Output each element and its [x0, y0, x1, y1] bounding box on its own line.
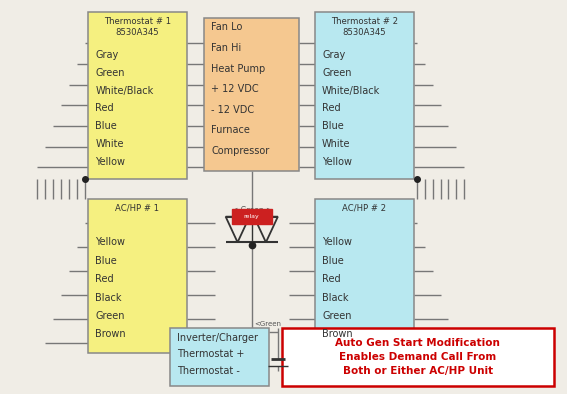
Text: White: White — [322, 139, 350, 149]
Text: Blue: Blue — [322, 256, 344, 266]
Text: Red: Red — [322, 274, 341, 284]
Text: Red: Red — [322, 103, 341, 113]
Text: Brown: Brown — [95, 329, 126, 340]
FancyBboxPatch shape — [315, 199, 414, 353]
Text: AC/HP # 2: AC/HP # 2 — [342, 204, 386, 213]
Text: Green: Green — [95, 311, 125, 321]
Text: White/Black: White/Black — [322, 85, 380, 96]
Text: + 12 VDC: + 12 VDC — [211, 84, 259, 94]
Text: Red: Red — [95, 103, 114, 113]
Text: AC/HP # 1: AC/HP # 1 — [116, 204, 159, 213]
Text: <Green: <Green — [255, 321, 282, 327]
Text: Thermostat +: Thermostat + — [177, 349, 245, 359]
FancyBboxPatch shape — [315, 12, 414, 179]
Text: Gray: Gray — [322, 50, 345, 60]
Text: Blue: Blue — [95, 256, 117, 266]
Text: Furnace: Furnace — [211, 125, 251, 136]
Text: White/Black: White/Black — [95, 85, 154, 96]
Text: Black: Black — [322, 292, 349, 303]
Text: White: White — [95, 139, 124, 149]
Text: Gray: Gray — [95, 50, 119, 60]
Text: Yellow: Yellow — [322, 157, 352, 167]
Text: Red: Red — [95, 274, 114, 284]
Text: Heat Pump: Heat Pump — [211, 64, 266, 74]
Text: Fan Hi: Fan Hi — [211, 43, 242, 53]
Text: Green: Green — [322, 311, 352, 321]
Text: Green: Green — [322, 68, 352, 78]
FancyBboxPatch shape — [88, 12, 187, 179]
Text: Brown: Brown — [322, 329, 353, 340]
FancyBboxPatch shape — [88, 199, 187, 353]
Text: Auto Gen Start Modification
Enables Demand Call From
Both or Either AC/HP Unit: Auto Gen Start Modification Enables Dema… — [336, 338, 500, 376]
Text: Yellow: Yellow — [95, 157, 125, 167]
FancyBboxPatch shape — [232, 209, 272, 224]
Text: Fan Lo: Fan Lo — [211, 22, 243, 32]
Text: Compressor: Compressor — [211, 146, 270, 156]
Text: Thermostat # 2
8530A345: Thermostat # 2 8530A345 — [331, 17, 398, 37]
Text: Green: Green — [95, 68, 125, 78]
FancyBboxPatch shape — [282, 328, 554, 386]
Text: relay: relay — [244, 214, 260, 219]
FancyBboxPatch shape — [204, 18, 299, 171]
FancyBboxPatch shape — [170, 328, 269, 386]
Text: Black: Black — [95, 292, 122, 303]
Text: Inverter/Charger: Inverter/Charger — [177, 333, 259, 342]
Text: Thermostat # 1
8530A345: Thermostat # 1 8530A345 — [104, 17, 171, 37]
Text: Blue: Blue — [322, 121, 344, 131]
Text: Thermostat -: Thermostat - — [177, 366, 240, 376]
Text: < Green >: < Green > — [231, 206, 272, 215]
Text: - 12 VDC: - 12 VDC — [211, 105, 255, 115]
Text: Yellow: Yellow — [95, 237, 125, 247]
Text: Yellow: Yellow — [322, 237, 352, 247]
Text: Blue: Blue — [95, 121, 117, 131]
